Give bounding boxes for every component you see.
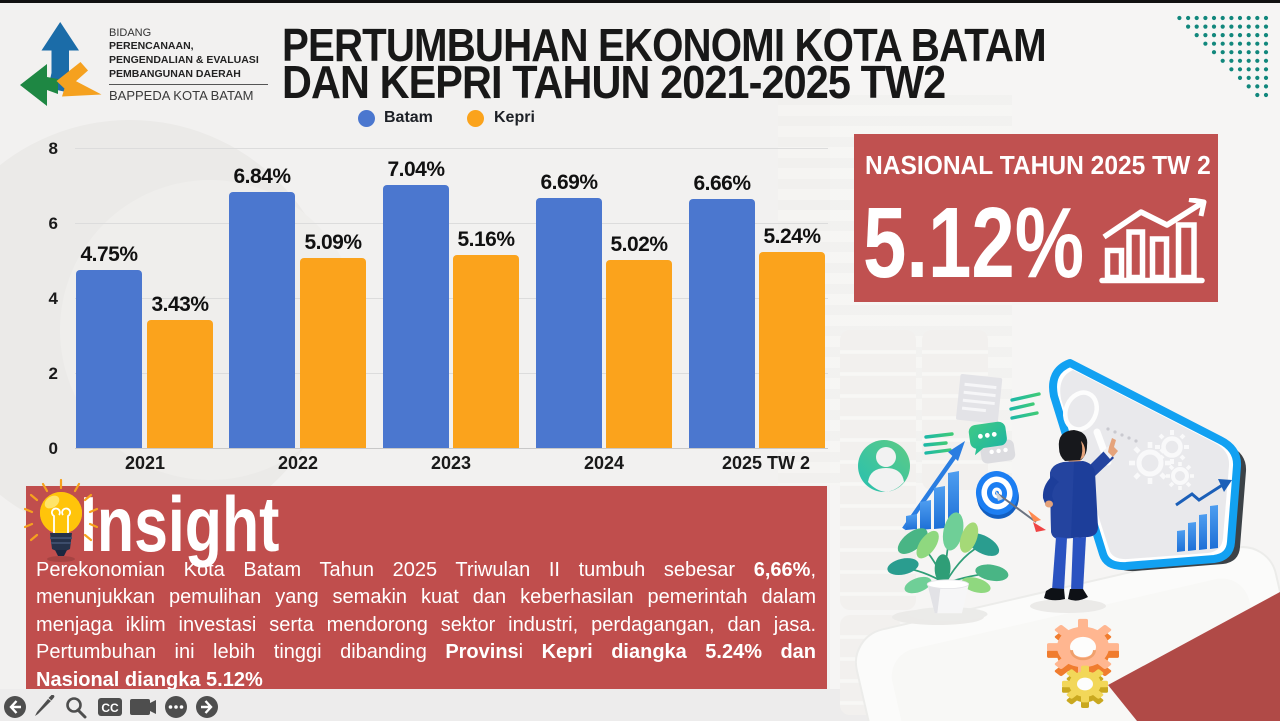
svg-text:CC: CC: [101, 701, 119, 715]
